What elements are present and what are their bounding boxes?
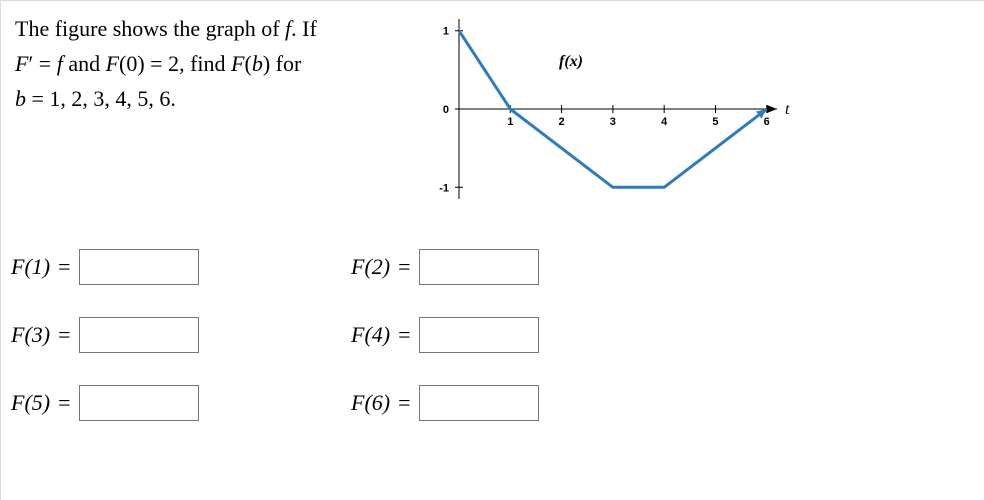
label-f2: F(2)	[351, 254, 390, 280]
chart-container: 1 2 3 4 5 6 -1 0 1 t f(x)	[415, 9, 970, 209]
prompt-p0: (0) = 2, find	[119, 51, 231, 76]
prompt-eq1: =	[33, 51, 56, 76]
prompt-Fp: F	[15, 51, 28, 76]
input-f4[interactable]	[419, 317, 539, 353]
prompt-F2: F	[106, 51, 119, 76]
label-f6: F(6)	[351, 390, 390, 416]
prompt-b: b	[15, 86, 26, 111]
prompt-line1-a: The figure shows the graph of	[15, 16, 285, 41]
equals-4: =	[390, 322, 418, 348]
svg-text:4: 4	[661, 116, 668, 128]
svg-text:1: 1	[443, 26, 449, 38]
prompt-vals: = 1, 2, 3, 4, 5, 6.	[26, 86, 176, 111]
input-f3[interactable]	[79, 317, 199, 353]
prompt-and: and	[63, 51, 106, 76]
equals-5: =	[50, 390, 78, 416]
input-f2[interactable]	[419, 249, 539, 285]
prompt-pb1: (	[244, 51, 251, 76]
input-f6[interactable]	[419, 385, 539, 421]
equals-3: =	[50, 322, 78, 348]
svg-text:1: 1	[507, 116, 513, 128]
label-f5: F(5)	[11, 390, 50, 416]
svg-text:-1: -1	[439, 182, 449, 194]
svg-text:t: t	[785, 101, 790, 118]
label-f4: F(4)	[351, 322, 390, 348]
svg-text:2: 2	[559, 116, 565, 128]
input-f5[interactable]	[79, 385, 199, 421]
prompt-pb2: ) for	[263, 51, 301, 76]
svg-text:3: 3	[610, 116, 616, 128]
equals-1: =	[50, 254, 78, 280]
prompt-bvar: b	[252, 51, 263, 76]
equals-2: =	[390, 254, 418, 280]
graph: 1 2 3 4 5 6 -1 0 1 t f(x)	[415, 9, 795, 209]
label-f1: F(1)	[11, 254, 50, 280]
svg-text:5: 5	[712, 116, 718, 128]
input-f1[interactable]	[79, 249, 199, 285]
svg-text:f(x): f(x)	[559, 53, 583, 70]
prompt-F3: F	[231, 51, 244, 76]
equals-6: =	[390, 390, 418, 416]
question-text: The figure shows the graph of f. If F′ =…	[15, 9, 415, 117]
prompt-line1-b: . If	[291, 16, 317, 41]
svg-text:0: 0	[443, 104, 449, 116]
label-f3: F(3)	[11, 322, 50, 348]
svg-text:6: 6	[764, 116, 770, 128]
answer-grid: F(1) = F(2) = F(3) = F(4) = F(5) = F(6)	[1, 209, 984, 421]
